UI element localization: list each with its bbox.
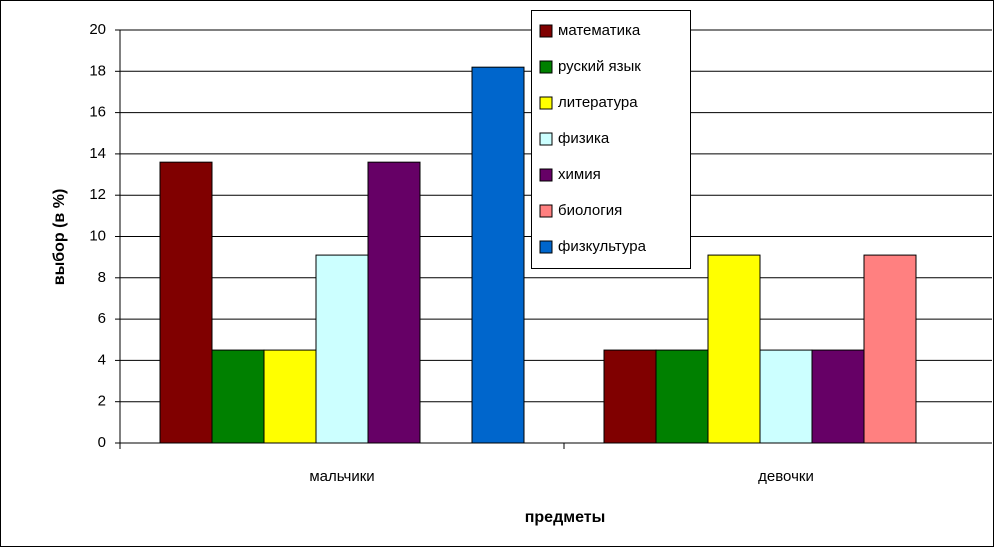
y-tick-label: 12	[89, 186, 106, 203]
y-tick-label: 4	[98, 351, 106, 368]
x-tick-label: мальчики	[309, 468, 374, 485]
y-tick-label: 0	[98, 434, 106, 451]
y-tick-label: 16	[89, 104, 106, 121]
bar	[471, 66, 525, 444]
legend-label: химия	[558, 166, 601, 183]
y-tick-label: 10	[89, 227, 106, 244]
y-axis-title: выбор (в %)	[51, 189, 68, 286]
legend-swatch	[539, 132, 553, 146]
y-tick-label: 14	[89, 145, 106, 162]
legend-label: биология	[558, 202, 622, 219]
legend-swatch	[539, 60, 553, 74]
bar	[211, 349, 265, 444]
bar	[655, 349, 709, 444]
bar	[759, 349, 813, 444]
bar	[367, 161, 421, 444]
y-tick-label: 20	[89, 21, 106, 38]
x-axis-title: предметы	[525, 509, 606, 526]
legend-label: математика	[558, 22, 641, 39]
bar	[863, 254, 917, 444]
legend-label: физика	[558, 130, 610, 147]
y-tick-label: 6	[98, 310, 106, 327]
bar	[263, 349, 317, 444]
x-tick-label: девочки	[758, 468, 814, 485]
y-tick-label: 18	[89, 62, 106, 79]
bar	[315, 254, 369, 444]
legend-swatch	[539, 96, 553, 110]
bar	[603, 349, 657, 444]
legend-label: литература	[558, 94, 638, 111]
y-tick-label: 2	[98, 393, 106, 410]
bar	[707, 254, 761, 444]
y-tick-label: 8	[98, 269, 106, 286]
bar	[159, 161, 213, 444]
legend-box	[531, 10, 691, 269]
bar	[811, 349, 865, 444]
legend-swatch	[539, 240, 553, 254]
legend-swatch	[539, 204, 553, 218]
legend-label: физкультура	[558, 238, 647, 255]
legend-label: руский язык	[558, 58, 641, 75]
legend-swatch	[539, 168, 553, 182]
legend-swatch	[539, 24, 553, 38]
